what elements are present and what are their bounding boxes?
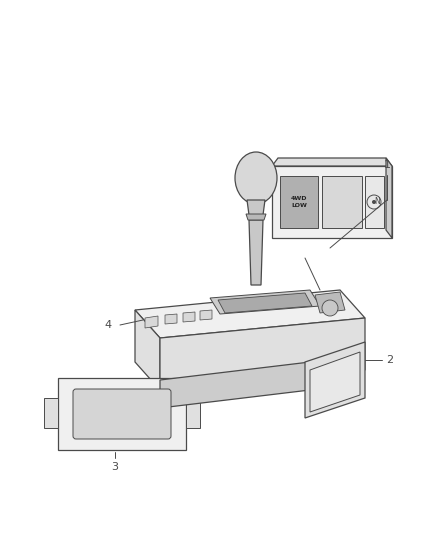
Polygon shape bbox=[186, 398, 200, 428]
Text: 3: 3 bbox=[112, 462, 119, 472]
Polygon shape bbox=[160, 362, 310, 408]
Polygon shape bbox=[305, 342, 365, 418]
Polygon shape bbox=[322, 176, 362, 228]
Polygon shape bbox=[280, 176, 318, 228]
Polygon shape bbox=[218, 293, 312, 313]
Polygon shape bbox=[135, 290, 365, 338]
Polygon shape bbox=[249, 220, 263, 285]
Polygon shape bbox=[272, 158, 392, 166]
Polygon shape bbox=[210, 290, 320, 314]
Polygon shape bbox=[183, 312, 195, 322]
Polygon shape bbox=[315, 292, 345, 313]
Text: 1: 1 bbox=[384, 160, 391, 170]
Polygon shape bbox=[310, 352, 360, 412]
Circle shape bbox=[372, 200, 376, 204]
Text: 4: 4 bbox=[104, 320, 112, 330]
Polygon shape bbox=[247, 200, 265, 215]
Polygon shape bbox=[200, 310, 212, 320]
Polygon shape bbox=[58, 378, 186, 450]
Polygon shape bbox=[135, 310, 160, 390]
Text: N: N bbox=[374, 198, 380, 206]
Polygon shape bbox=[365, 176, 384, 228]
Text: 4WD
LOW: 4WD LOW bbox=[291, 196, 307, 207]
Polygon shape bbox=[145, 316, 158, 328]
Polygon shape bbox=[165, 314, 177, 324]
Circle shape bbox=[322, 300, 338, 316]
Ellipse shape bbox=[235, 152, 277, 204]
Polygon shape bbox=[44, 398, 58, 428]
Polygon shape bbox=[272, 166, 392, 238]
Text: 2: 2 bbox=[386, 355, 394, 365]
Polygon shape bbox=[160, 318, 365, 390]
Polygon shape bbox=[386, 158, 392, 238]
FancyBboxPatch shape bbox=[73, 389, 171, 439]
Polygon shape bbox=[246, 214, 266, 220]
